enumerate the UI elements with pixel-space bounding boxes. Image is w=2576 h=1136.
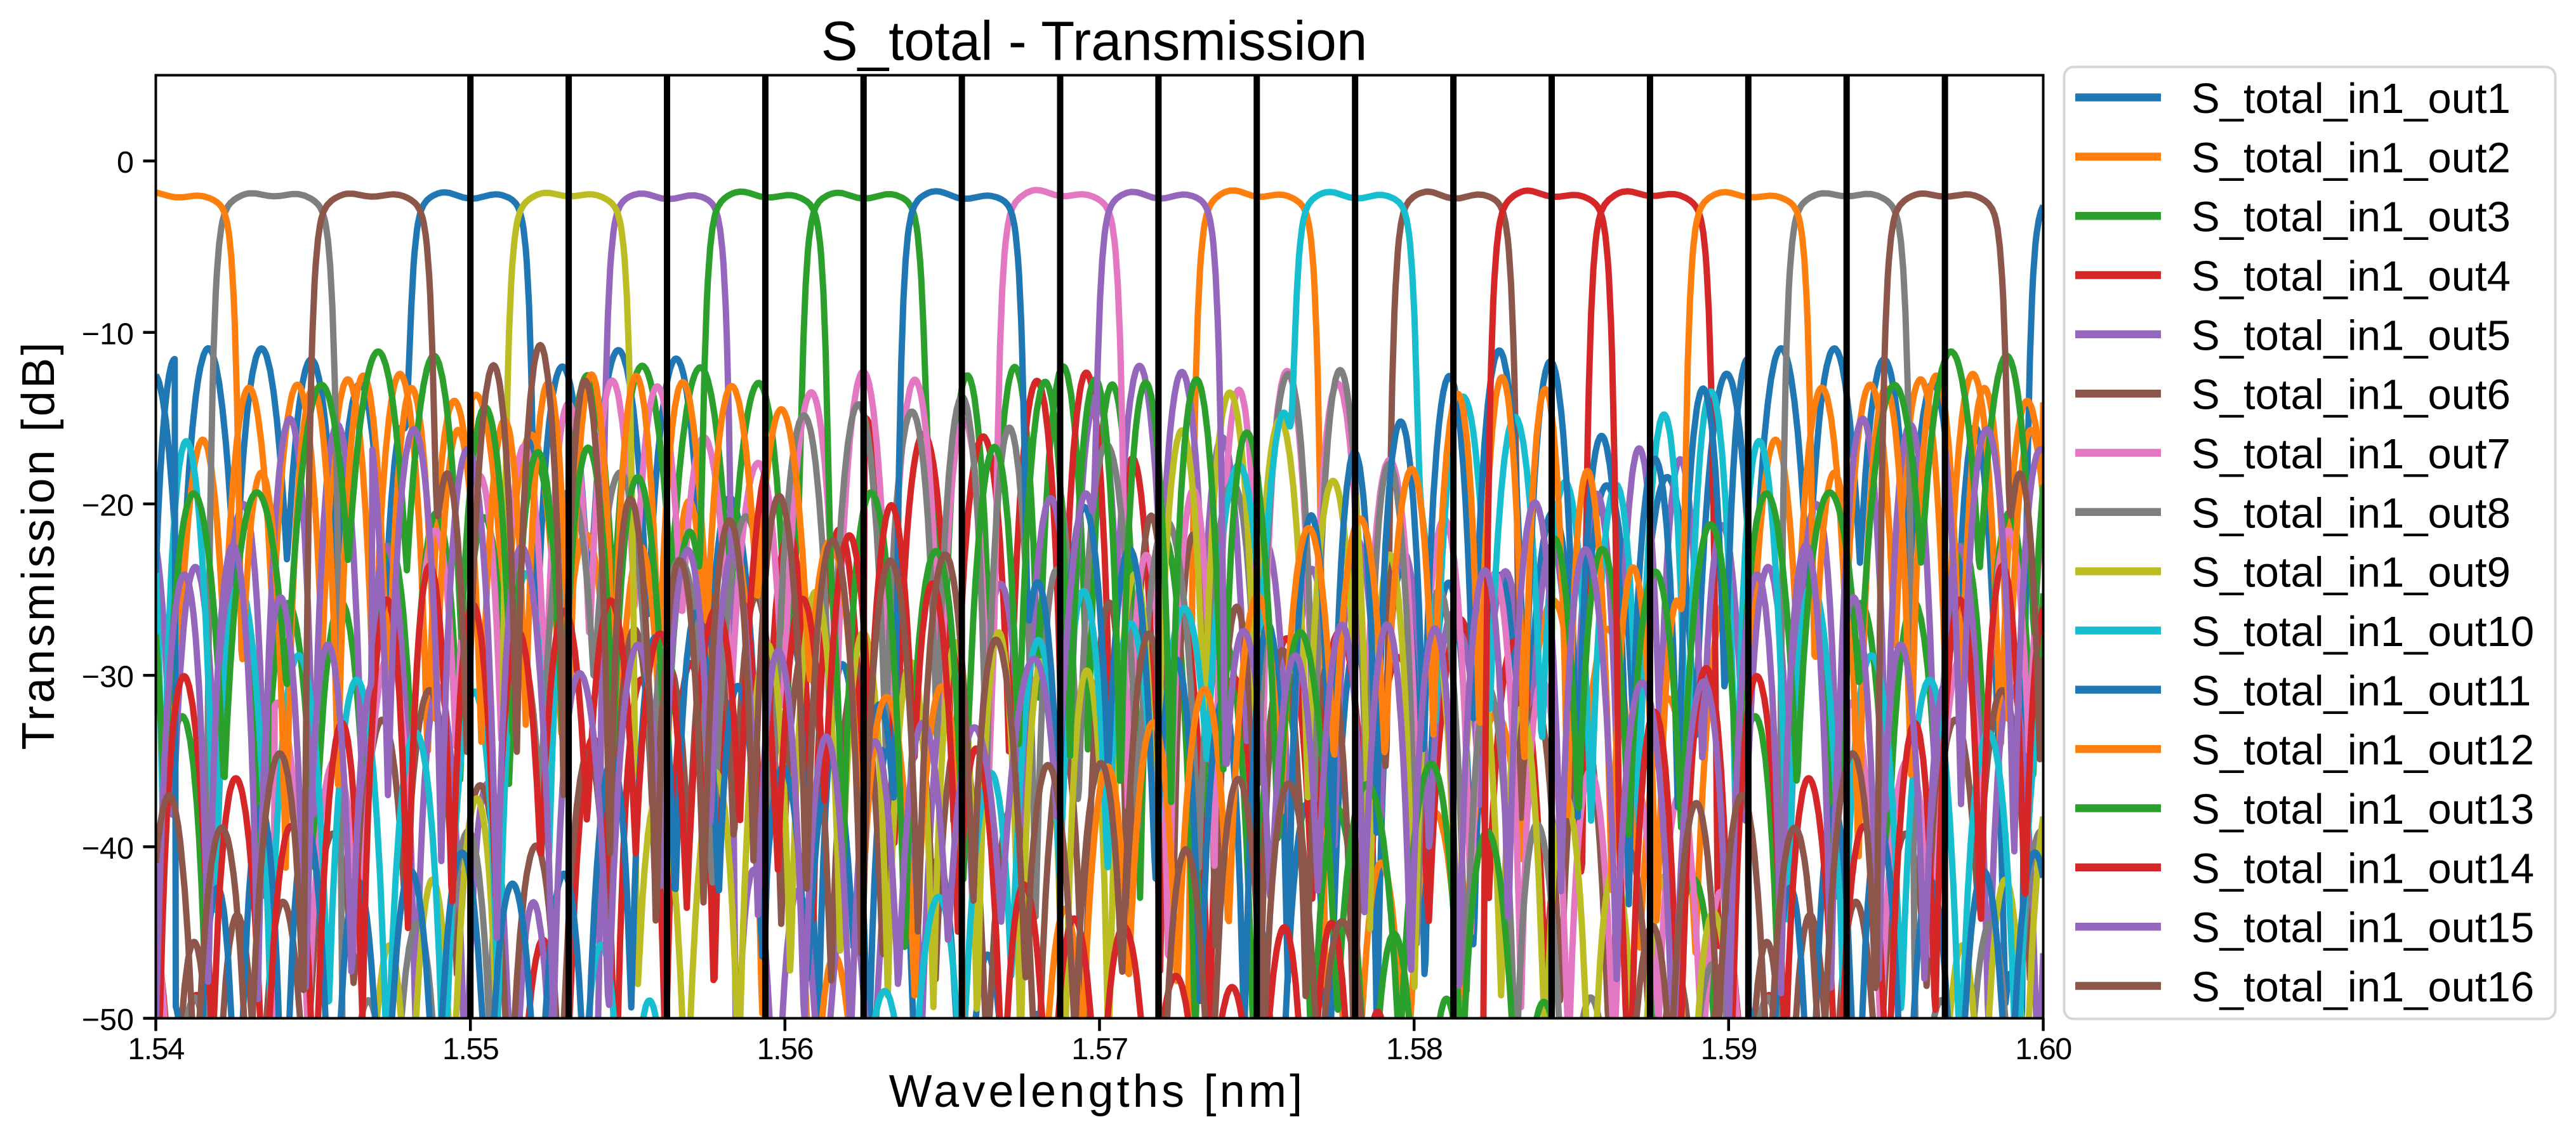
svg-text:−20: −20 [82,489,134,523]
svg-text:S_total_in1_out7: S_total_in1_out7 [2191,430,2511,478]
svg-text:S_total_in1_out10: S_total_in1_out10 [2191,608,2534,656]
svg-text:S_total_in1_out16: S_total_in1_out16 [2191,963,2534,1011]
svg-text:S_total_in1_out2: S_total_in1_out2 [2191,134,2511,182]
svg-text:1.59: 1.59 [1701,1032,1757,1066]
svg-text:−30: −30 [82,660,134,694]
svg-text:S_total_in1_out15: S_total_in1_out15 [2191,904,2534,952]
svg-text:Transmission [dB]: Transmission [dB] [13,340,64,750]
svg-text:Wavelengths [nm]: Wavelengths [nm] [889,1066,1306,1117]
svg-text:S_total - Transmission: S_total - Transmission [821,11,1368,72]
svg-text:0: 0 [117,145,134,180]
svg-text:1.57: 1.57 [1071,1032,1127,1066]
svg-text:S_total_in1_out5: S_total_in1_out5 [2191,312,2511,359]
svg-text:S_total_in1_out4: S_total_in1_out4 [2191,253,2511,300]
svg-text:S_total_in1_out8: S_total_in1_out8 [2191,489,2511,537]
svg-text:S_total_in1_out14: S_total_in1_out14 [2191,845,2534,892]
svg-text:1.55: 1.55 [442,1032,498,1066]
svg-text:−40: −40 [82,831,134,866]
svg-text:1.60: 1.60 [2015,1032,2071,1066]
svg-text:1.54: 1.54 [128,1032,184,1066]
svg-text:S_total_in1_out13: S_total_in1_out13 [2191,786,2534,833]
svg-text:S_total_in1_out12: S_total_in1_out12 [2191,727,2534,774]
svg-text:1.58: 1.58 [1386,1032,1442,1066]
svg-text:S_total_in1_out3: S_total_in1_out3 [2191,194,2511,241]
svg-text:1.56: 1.56 [757,1032,813,1066]
svg-text:−10: −10 [82,317,134,351]
svg-text:−50: −50 [82,1003,134,1037]
svg-text:S_total_in1_out9: S_total_in1_out9 [2191,549,2511,597]
svg-text:S_total_in1_out6: S_total_in1_out6 [2191,371,2511,419]
svg-text:S_total_in1_out11: S_total_in1_out11 [2191,667,2531,715]
svg-text:S_total_in1_out1: S_total_in1_out1 [2191,75,2511,122]
